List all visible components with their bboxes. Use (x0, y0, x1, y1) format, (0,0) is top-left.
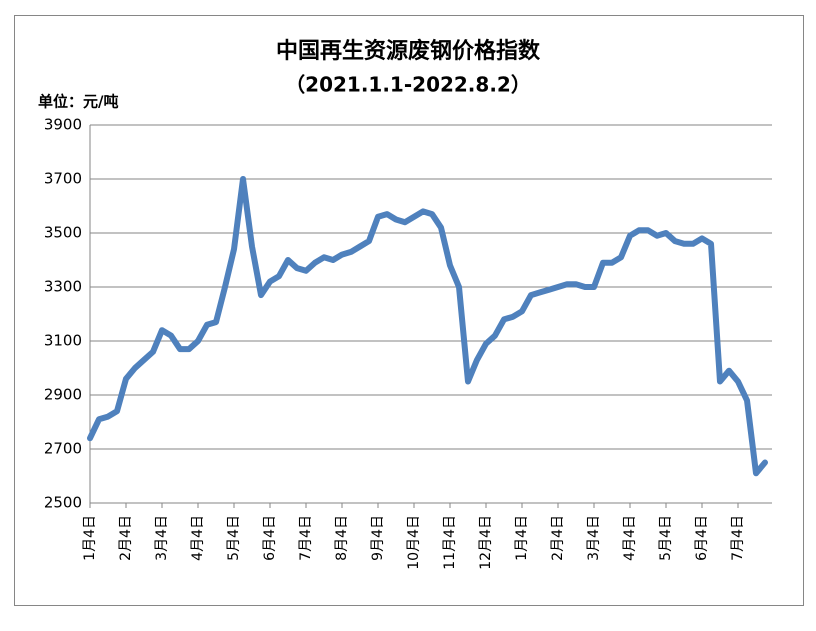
y-tick-label: 2500 (44, 494, 82, 512)
x-tick-label: 7月4日 (730, 515, 746, 561)
y-tick-label: 3500 (44, 224, 82, 242)
chart-title: 中国再生资源废钢价格指数 (276, 38, 541, 64)
x-tick-label: 3月4日 (154, 515, 170, 561)
x-tick-label: 2月4日 (550, 515, 566, 561)
x-tick-label: 6月4日 (262, 515, 278, 561)
x-tick-label: 11月4日 (442, 515, 458, 570)
y-tick-label: 3300 (44, 278, 82, 296)
x-tick-label: 3月4日 (586, 515, 602, 561)
x-tick-label: 9月4日 (370, 515, 386, 561)
line (87, 176, 768, 477)
y-tick-label: 3100 (44, 332, 82, 350)
x-tick-label: 10月4日 (406, 515, 422, 570)
unit-label: 单位：元/吨 (38, 93, 118, 111)
x-tick-label: 4月4日 (190, 515, 206, 561)
x-tick-label: 2月4日 (118, 515, 134, 561)
x-tick-label: 1月4日 (514, 515, 530, 561)
y-tick-label: 2700 (44, 440, 82, 458)
x-tick-label: 4月4日 (622, 515, 638, 561)
x-tick-label: 12月4日 (478, 515, 494, 570)
y-tick-label: 2900 (44, 386, 82, 404)
chart-subtitle: （2021.1.1-2022.8.2） (285, 73, 531, 97)
x-tick-label: 5月4日 (658, 515, 674, 561)
y-tick-label: 3900 (44, 116, 82, 134)
x-tick-label: 5月4日 (226, 515, 242, 561)
x-tick-label: 7月4日 (298, 515, 314, 561)
x-tick-label: 6月4日 (694, 515, 710, 561)
y-tick-label: 3700 (44, 170, 82, 188)
chart-border (14, 15, 804, 606)
x-tick-label: 8月4日 (334, 515, 350, 561)
x-tick-label: 1月4日 (82, 515, 98, 561)
